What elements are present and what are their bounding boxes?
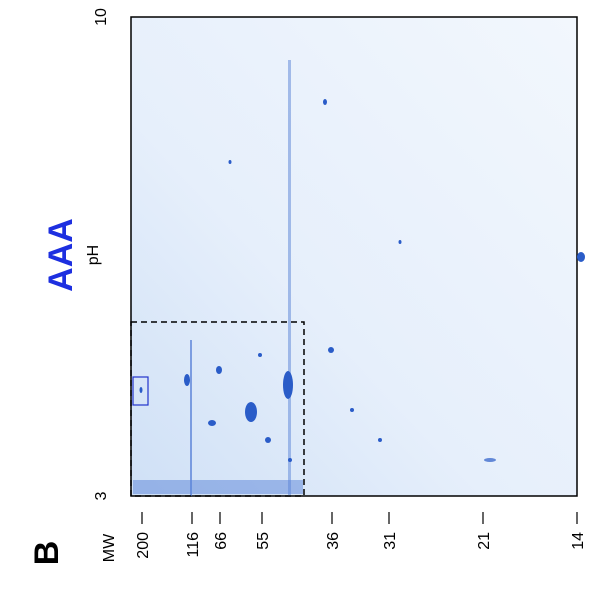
panel-title: AAA [42,218,80,292]
mw-ticks: 200 116 66 55 36 31 21 14 [135,512,587,559]
ph-low: 3 [93,491,110,500]
ph-high: 10 [93,8,110,26]
mw-tick-label: 14 [570,532,587,550]
mw-label: MW [101,533,118,562]
gel-spots [133,60,585,496]
ph-label: pH [85,245,102,265]
dashed-region [130,321,305,497]
mw-tick-label: 116 [185,532,202,558]
mw-tick-label: 36 [325,532,342,550]
mw-tick-label: 31 [382,532,399,550]
highlight-box [132,376,149,406]
gel-frame [130,16,578,497]
panel-label: B [28,541,66,566]
mw-tick-label: 21 [476,532,493,550]
mw-tick-label: 66 [213,532,230,550]
mw-tick-label: 55 [255,532,272,550]
mw-tick-label: 200 [135,532,152,559]
